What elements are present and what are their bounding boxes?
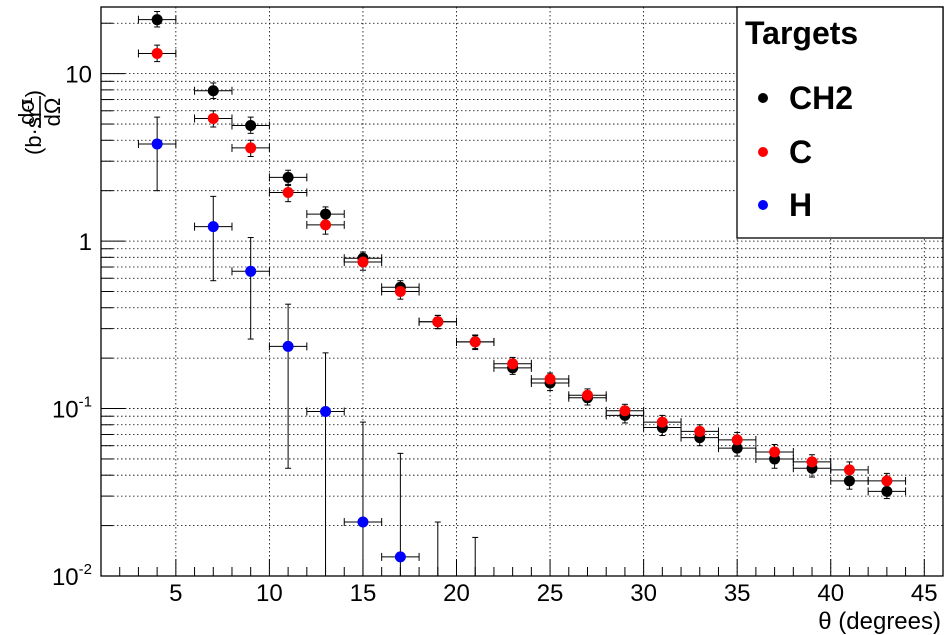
data-point-ch2 [282, 171, 294, 183]
y-tick-label-base: 10 [52, 397, 79, 424]
data-point-c [581, 389, 593, 401]
y-axis-label: dσ dΩ (b·sr-1) [14, 90, 65, 155]
y-tick-label-base: 1 [79, 229, 92, 256]
x-tick-label: 25 [537, 580, 564, 607]
y-axis-label-unit: (b·sr-1) [19, 90, 46, 155]
data-point-c [694, 425, 706, 437]
legend-box [736, 6, 944, 239]
y-tick-label-base: 10 [65, 62, 92, 89]
x-tick-label: 45 [911, 580, 938, 607]
data-point-c [619, 405, 631, 417]
legend-marker-ch2 [758, 93, 768, 103]
data-point-c [881, 475, 893, 487]
data-point-h [394, 551, 406, 563]
x-tick-label: 5 [169, 580, 182, 607]
data-point-c [469, 336, 481, 348]
data-point-c [245, 142, 257, 154]
data-point-h [282, 340, 294, 352]
data-point-c [320, 219, 332, 231]
legend-marker-c [758, 147, 768, 157]
x-tick-label: 15 [350, 580, 377, 607]
x-tick-label: 10 [256, 580, 283, 607]
x-tick-label: 35 [724, 580, 751, 607]
y-tick-label: 10-1 [52, 394, 92, 424]
data-point-h [245, 265, 257, 277]
legend-title: Targets [745, 15, 858, 51]
x-tick-label: 30 [630, 580, 657, 607]
data-point-ch2 [207, 85, 219, 97]
y-tick-label-exponent: -1 [79, 394, 92, 411]
legend-label-ch2: CH2 [789, 80, 853, 116]
y-tick-label: 10-2 [52, 561, 92, 591]
y-axis-label-fraction-numerator: dσ [14, 99, 39, 125]
data-point-c [432, 316, 444, 328]
y-tick-label-exponent: -2 [79, 561, 92, 578]
data-point-c [544, 373, 556, 385]
data-point-c [843, 464, 855, 476]
legend: Targets CH2 C H [736, 6, 944, 239]
data-point-c [151, 47, 163, 59]
x-axis-label: θ (degrees) [818, 608, 941, 635]
data-point-c [806, 456, 818, 468]
grid [101, 7, 943, 577]
data-point-c [769, 446, 781, 458]
legend-label-c: C [789, 134, 812, 170]
data-point-c [207, 112, 219, 124]
data-point-c [656, 416, 668, 428]
data-point-h [320, 406, 332, 418]
data-point-c [282, 187, 294, 199]
data-point-h [357, 516, 369, 528]
data-point-ch2 [151, 14, 163, 26]
data-point-ch2 [881, 485, 893, 497]
legend-marker-h [758, 200, 768, 210]
data-point-ch2 [843, 475, 855, 487]
y-tick-label-base: 10 [52, 564, 79, 591]
legend-label-h: H [789, 187, 812, 223]
data-point-c [507, 358, 519, 370]
data-point-h [151, 138, 163, 150]
x-tick-label: 40 [817, 580, 844, 607]
data-point-ch2 [245, 120, 257, 132]
data-points [137, 10, 907, 576]
y-tick-label: 1 [79, 229, 92, 256]
y-axis-label-fraction-denominator: dΩ [40, 98, 65, 127]
data-point-h [207, 221, 219, 233]
data-point-c [357, 256, 369, 268]
x-tick-label: 20 [443, 580, 470, 607]
y-tick-label: 10 [65, 62, 92, 89]
data-point-c [394, 286, 406, 297]
data-point-c [731, 434, 743, 446]
